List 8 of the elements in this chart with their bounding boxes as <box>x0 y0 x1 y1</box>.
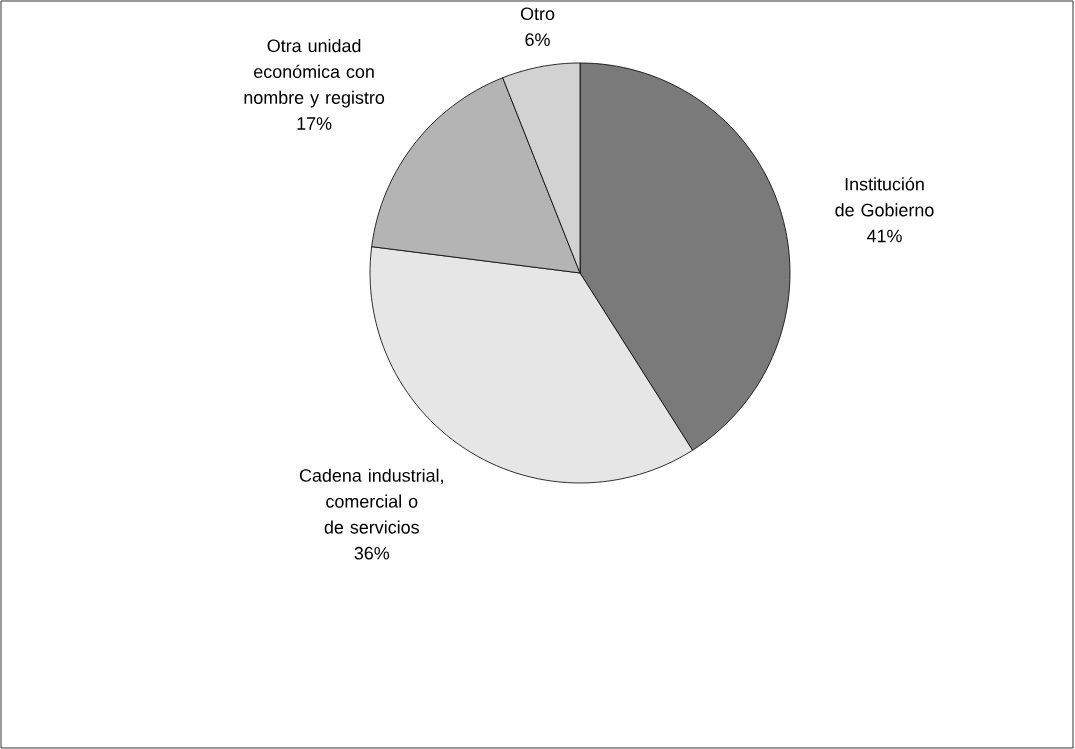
slice-label: Institución de Gobierno <box>835 177 934 217</box>
data-label: 41% <box>866 229 902 243</box>
data-label: 17% <box>297 117 332 130</box>
slice-label: Otro <box>520 7 555 21</box>
data-label: 6% <box>525 33 550 46</box>
slice-label: Otra unidad económica con nombre y registro <box>244 38 385 108</box>
data-label: 36% <box>354 546 390 560</box>
slice-label: Cadena industrial, comercial o de servicios <box>299 468 443 534</box>
